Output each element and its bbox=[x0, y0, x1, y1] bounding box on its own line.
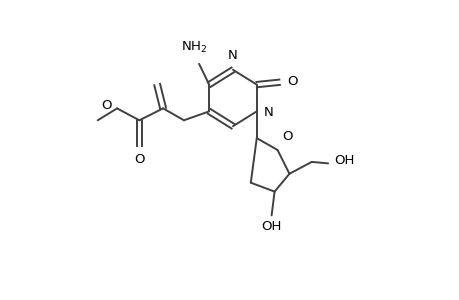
Text: N: N bbox=[263, 106, 274, 119]
Text: O: O bbox=[286, 75, 297, 88]
Text: O: O bbox=[134, 153, 144, 166]
Text: O: O bbox=[282, 130, 292, 142]
Text: OH: OH bbox=[260, 220, 280, 233]
Text: OH: OH bbox=[334, 154, 354, 167]
Text: O: O bbox=[101, 99, 112, 112]
Text: NH$_2$: NH$_2$ bbox=[181, 40, 207, 56]
Text: N: N bbox=[228, 49, 237, 62]
